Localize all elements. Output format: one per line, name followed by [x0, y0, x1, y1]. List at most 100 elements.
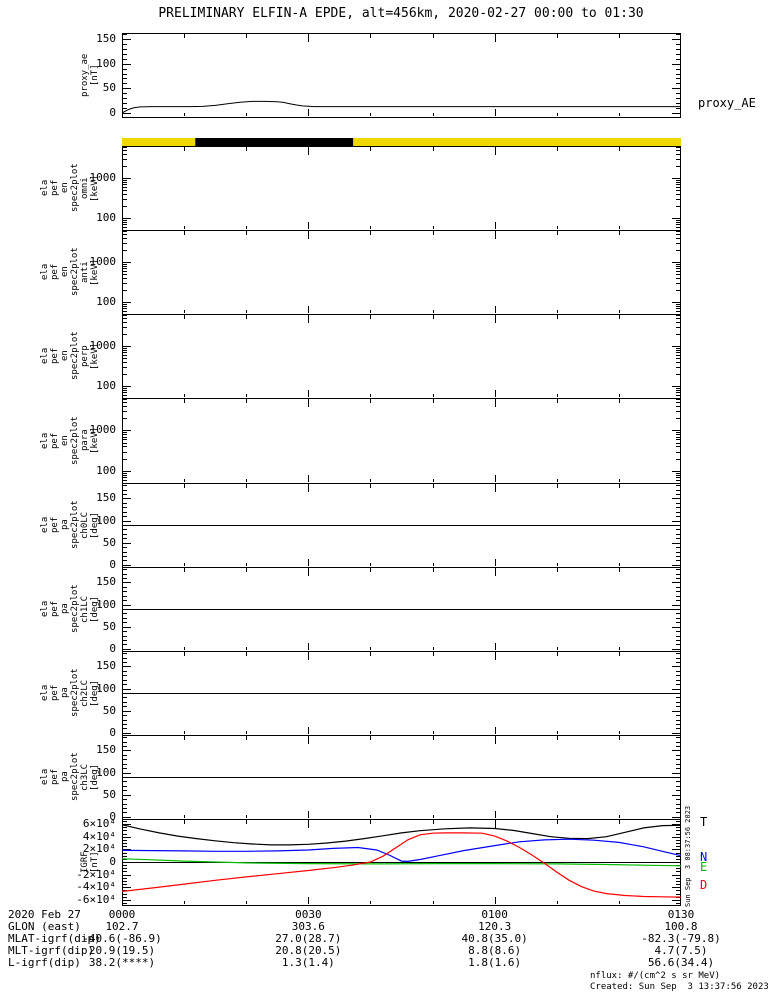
table-row-label-mlt: MLT-igrf(dip) [8, 944, 95, 957]
table-cell-mlt-1: 20.8(20.5) [275, 944, 342, 957]
vlabel-line: ela [40, 600, 50, 618]
vlabel-line: [nT] [90, 851, 100, 873]
table-row-label-glon: GLON (east) [8, 920, 81, 933]
table-cell-time-0: 0000 [108, 908, 136, 921]
vlabel-line: [keV] [90, 174, 100, 202]
vlabel-line: [nT] [90, 64, 100, 86]
vlabel-line: pef [50, 347, 60, 365]
panel-frame-igrf [122, 819, 681, 906]
vlabel-line: spec2plot [70, 331, 80, 381]
y-tick-label: 0 [109, 809, 116, 823]
y-tick-label: 0 [109, 641, 116, 655]
igrf-legend-N: N [700, 850, 708, 864]
y-tick-label: 100 [96, 463, 116, 477]
y-tick-label: 50 [102, 619, 116, 633]
vlabel-line: pef [50, 516, 60, 534]
table-cell-mlt-0: 20.9(19.5) [88, 944, 156, 957]
panel-frame-en_anti [122, 230, 681, 315]
table-cell-mlt-2: 8.8(8.6) [468, 944, 522, 957]
table-cell-l-0: 38.2(****) [88, 956, 156, 969]
vlabel-line: pef [50, 600, 60, 618]
y-tick-label: 100 [96, 56, 116, 70]
y-tick-label: 100 [96, 597, 116, 611]
table-cell-time-2: 0100 [481, 908, 508, 921]
vlabel-line: anti [80, 261, 90, 283]
vlabel-line: ela [40, 768, 50, 786]
vlabel-line: [keV] [90, 426, 100, 455]
table-row-label-mlat: MLAT-igrf(dip) [8, 932, 101, 945]
vlabel-line: spec2plot [70, 163, 80, 213]
vlabel-line: ela [40, 263, 50, 281]
panel-vlabel-igrf: IGRF [nT] [80, 819, 102, 905]
y-tick-label: 0 [109, 106, 116, 120]
table-cell-l-1: 1.3(1.4) [281, 956, 335, 969]
vlabel-line: spec2plot [70, 500, 80, 550]
vlabel-line: [deg] [90, 511, 100, 539]
y-tick-label: 1000 [89, 170, 117, 184]
table-cell-mlat-3: -82.3(-79.8) [641, 932, 721, 945]
panel-frame-proxy_ae [122, 33, 681, 118]
panel-ticks-proxy_ae [123, 34, 680, 116]
vlabel-line: proxy_ae [80, 53, 90, 97]
table-row-label-time: 2020 Feb 27 [8, 908, 81, 921]
vlabel-line: spec2plot [70, 584, 80, 634]
vlabel-line: ela [40, 347, 50, 365]
igrf-line-E [121, 858, 682, 867]
vlabel-line: pa [60, 603, 70, 615]
y-tick-label: 150 [96, 31, 116, 45]
vlabel-line: ch2LC [80, 679, 90, 707]
panel-vlabel-en_omni: ela pef en spec2plot omni [keV] [40, 146, 102, 230]
vlabel-line: ch1LC [80, 595, 90, 623]
vlabel-line: en [60, 435, 70, 446]
vlabel-line: pa [60, 519, 70, 531]
y-tick-label: 1000 [89, 423, 117, 437]
vlabel-line: spec2plot [70, 247, 80, 297]
table-cell-time-3: 0130 [667, 908, 695, 921]
y-tick-label: 100 [96, 765, 116, 779]
vlabel-line: [keV] [90, 258, 100, 286]
vlabel-line: pef [50, 684, 60, 702]
table-cell-mlt-3: 4.7(7.5) [654, 944, 708, 957]
vlabel-line: spec2plot [70, 416, 80, 465]
vlabel-line: [deg] [90, 763, 100, 791]
vlabel-line: en [60, 266, 70, 278]
table-cell-glon-3: 100.8 [664, 920, 698, 933]
y-tick-label: 2×10⁴ [82, 842, 116, 856]
side-timestamp: Sun Sep 3 08:37:56 2023 [684, 805, 692, 907]
panel-ticks-en_omni [123, 147, 680, 229]
panel-ticks-en_perp [123, 315, 680, 397]
y-tick-label: 0 [109, 557, 116, 571]
y-tick-label: 1000 [89, 254, 117, 268]
panel-vlabel-en_para: ela pef en spec2plot para [keV] [40, 398, 102, 483]
table-cell-glon-2: 120.3 [478, 920, 512, 933]
vlabel-line: ela [40, 432, 50, 449]
table-cell-mlat-1: 27.0(28.7) [275, 932, 342, 945]
y-tick-label: -4×10⁴ [76, 880, 116, 894]
y-tick-label: -6×10⁴ [76, 892, 116, 906]
y-tick-label: 4×10⁴ [82, 829, 116, 843]
proxy-ae-line [121, 100, 681, 114]
igrf-legend-E: E [700, 860, 708, 874]
plot-title: PRELIMINARY ELFIN-A EPDE, alt=456km, 202… [158, 6, 644, 21]
table-cell-glon-1: 303.6 [291, 920, 325, 933]
panel-ticks-pa_ch3lc [123, 736, 680, 818]
vlabel-line: [deg] [90, 679, 100, 707]
created-timestamp: Created: Sun Sep 3 13:37:56 2023 [590, 982, 769, 992]
proxy-ae-right-label: proxy_AE [698, 96, 756, 110]
table-cell-mlat-0: -40.6(-86.9) [82, 932, 162, 945]
y-tick-label: 6×10⁴ [82, 817, 116, 831]
igrf-line-D [121, 832, 682, 898]
position-bar-black-segment [195, 138, 354, 146]
y-tick-label: 50 [102, 787, 116, 801]
vlabel-line: pef [50, 432, 60, 449]
vlabel-line: spec2plot [70, 752, 80, 802]
panel-ticks-pa_ch0lc [123, 484, 680, 566]
vlabel-line: ela [40, 684, 50, 702]
panel-vlabel-pa_ch3lc: ela pef pa spec2plot ch3LC [deg] [40, 735, 102, 819]
panel-frame-en_perp [122, 314, 681, 399]
table-row-label-l: L-igrf(dip) [8, 956, 81, 969]
vlabel-line: para [80, 429, 90, 452]
panel-vlabel-proxy_ae: proxy_ae [nT] [80, 33, 102, 117]
